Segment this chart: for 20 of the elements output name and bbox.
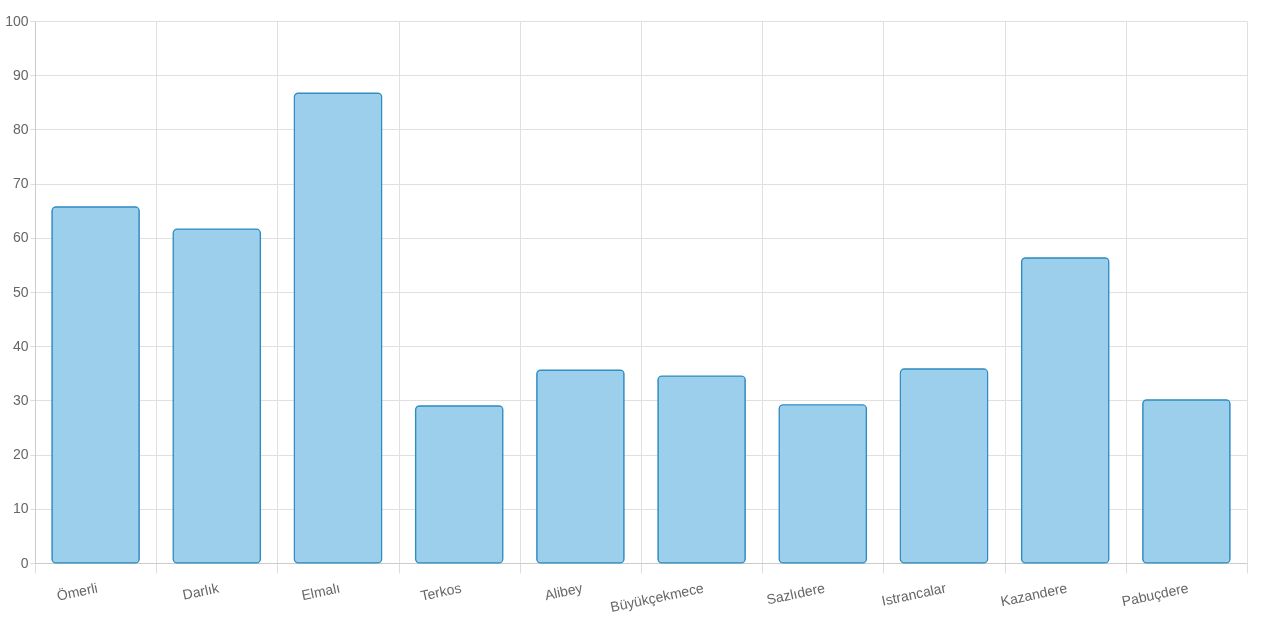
x-tick-label: Alibey <box>543 579 584 604</box>
y-tick-label: 90 <box>12 66 29 83</box>
y-tick-label: 10 <box>12 500 29 517</box>
x-tick-label: Terkos <box>418 579 463 604</box>
y-tick-label: 50 <box>12 283 29 300</box>
x-tick-label: Sazlıdere <box>765 579 827 608</box>
x-tick-label: Pabuçdere <box>1120 579 1191 610</box>
x-tick-label: Ömerli <box>55 578 100 604</box>
x-tick-label: Elmalı <box>300 579 342 604</box>
y-tick-label: 40 <box>12 337 29 354</box>
x-tick-label: Istrancalar <box>880 579 948 609</box>
y-tick-label: 0 <box>20 554 29 571</box>
y-tick-label: 20 <box>12 446 29 463</box>
x-tick-label: Kazandere <box>999 579 1069 610</box>
y-tick-label: 60 <box>12 229 29 246</box>
y-tick-label: 70 <box>12 175 29 192</box>
y-tick-label: 80 <box>12 120 29 137</box>
y-tick-label: 100 <box>5 12 29 29</box>
y-tick-label: 30 <box>12 391 29 408</box>
x-tick-label: Darlık <box>181 579 222 603</box>
